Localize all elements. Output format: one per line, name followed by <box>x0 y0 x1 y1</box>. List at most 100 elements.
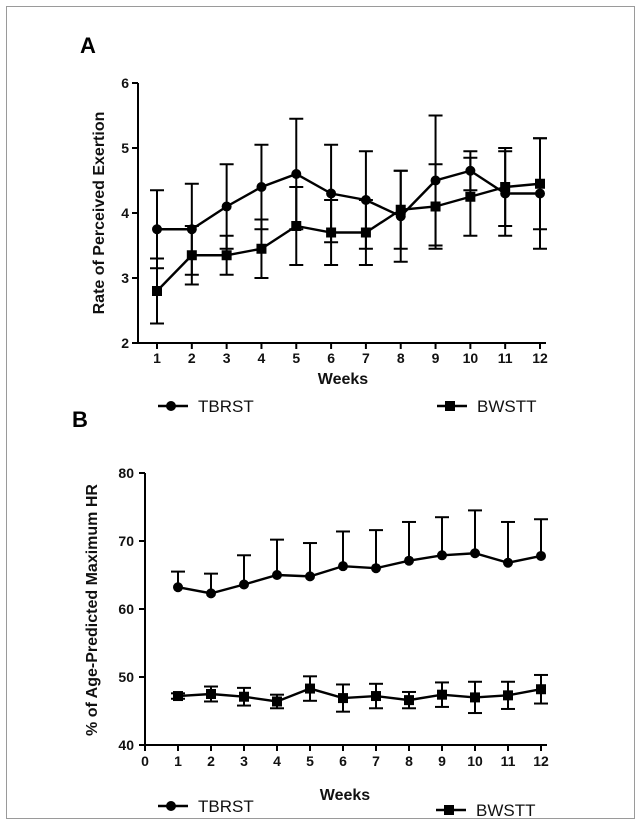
data-point <box>305 571 315 582</box>
x-axis-title: Weeks <box>318 371 369 388</box>
y-tick-label: 3 <box>121 270 129 286</box>
legend-label: BWSTT <box>477 397 537 416</box>
series-bwstt <box>171 673 548 715</box>
x-tick-label: 12 <box>533 753 549 769</box>
x-tick-label: 11 <box>498 350 513 366</box>
data-point <box>326 188 337 199</box>
data-point <box>503 690 513 701</box>
x-tick-label: 9 <box>432 350 440 366</box>
data-point <box>186 250 197 261</box>
x-axis-title: Weeks <box>320 787 371 804</box>
x-tick-label: 8 <box>405 753 413 769</box>
x-tick-label: 10 <box>467 753 483 769</box>
series-line <box>177 552 542 595</box>
data-point <box>272 570 282 580</box>
x-tick-label: 0 <box>141 753 149 769</box>
x-tick-label: 7 <box>362 350 370 366</box>
data-point <box>291 169 302 179</box>
x-tick-label: 1 <box>174 753 182 769</box>
series-line <box>156 182 541 292</box>
data-point <box>256 182 267 192</box>
data-point <box>239 579 249 590</box>
data-point <box>371 691 381 702</box>
data-point <box>503 557 513 568</box>
data-point <box>239 691 249 702</box>
data-point <box>465 191 476 202</box>
data-point <box>470 692 480 703</box>
legend-entry: BWSTT <box>437 397 537 416</box>
data-point <box>470 548 480 559</box>
data-point <box>371 563 381 574</box>
y-tick-label: 4 <box>121 205 129 221</box>
legend-marker <box>444 805 454 815</box>
legend-entry: BWSTT <box>436 801 536 820</box>
legend-entry: TBRST <box>158 797 254 816</box>
data-point <box>395 204 406 215</box>
data-point <box>404 695 414 706</box>
data-point <box>152 224 162 235</box>
x-tick-label: 5 <box>292 350 300 366</box>
series-line <box>177 687 542 703</box>
data-point <box>291 221 302 231</box>
legend-label: TBRST <box>198 397 254 416</box>
x-tick-label: 7 <box>372 753 380 769</box>
y-tick-label: 2 <box>121 335 129 351</box>
x-tick-label: 2 <box>188 350 196 366</box>
data-point <box>437 550 447 561</box>
legend-marker <box>166 401 176 411</box>
series-bwstt <box>150 137 547 325</box>
data-point <box>206 588 216 599</box>
data-point <box>256 243 267 254</box>
y-tick-label: 5 <box>121 140 129 156</box>
data-point <box>338 693 348 704</box>
data-point <box>535 178 545 189</box>
data-point <box>272 696 282 707</box>
data-point <box>338 561 348 572</box>
data-point <box>404 555 414 566</box>
x-tick-label: 8 <box>397 350 405 366</box>
y-tick-label: 40 <box>118 737 134 753</box>
data-point <box>206 689 216 699</box>
data-point <box>437 689 447 700</box>
data-point <box>326 227 337 238</box>
figure-frame <box>6 6 635 819</box>
y-axis-title: Rate of Perceived Exertion <box>91 112 108 315</box>
x-tick-label: 6 <box>339 753 347 769</box>
x-tick-label: 1 <box>153 350 161 366</box>
data-point <box>173 582 183 593</box>
data-point <box>305 683 315 694</box>
x-tick-label: 3 <box>223 350 231 366</box>
y-tick-label: 50 <box>118 669 134 685</box>
data-point <box>152 286 162 296</box>
x-tick-label: 2 <box>207 753 215 769</box>
data-point <box>536 550 546 561</box>
x-tick-label: 4 <box>273 753 281 769</box>
data-point <box>536 684 546 695</box>
data-point <box>500 182 511 192</box>
x-tick-label: 6 <box>327 350 335 366</box>
legend-label: BWSTT <box>476 801 536 820</box>
legend-marker <box>445 401 455 411</box>
x-tick-label: 3 <box>240 753 248 769</box>
panel-letter: B <box>72 407 88 432</box>
y-tick-label: 60 <box>118 601 134 617</box>
y-tick-label: 70 <box>118 533 134 549</box>
data-point <box>221 250 232 261</box>
x-tick-label: 4 <box>258 350 266 366</box>
y-tick-label: 80 <box>118 465 134 481</box>
series-tbrst <box>150 114 547 276</box>
data-point <box>173 691 183 702</box>
x-tick-label: 9 <box>438 753 446 769</box>
data-point <box>430 201 441 212</box>
legend-marker <box>166 801 176 811</box>
panel-letter: A <box>80 33 96 58</box>
series-tbrst <box>171 509 548 599</box>
legend-label: TBRST <box>198 797 254 816</box>
data-point <box>360 227 371 238</box>
y-axis-title: % of Age-Predicted Maximum HR <box>84 484 101 736</box>
series-line <box>157 169 540 231</box>
x-tick-label: 10 <box>463 350 479 366</box>
